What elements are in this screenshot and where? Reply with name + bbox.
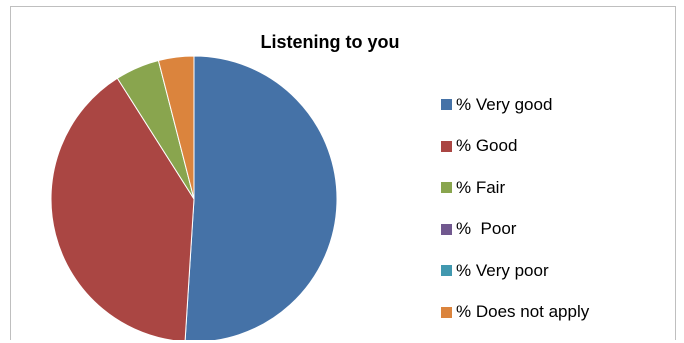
legend-item: % Does not apply (441, 302, 589, 323)
legend-item: % Good (441, 136, 589, 157)
legend-swatch (441, 265, 452, 276)
pie-slice-5 (157, 55, 195, 200)
legend: % Very good % Good % Fair % Poor % Very poor… (441, 94, 589, 343)
chart-title: Listening to you (260, 32, 400, 52)
legend-swatch (441, 99, 452, 110)
pie-slice-0 (184, 55, 338, 340)
legend-swatch (441, 223, 452, 235)
legend-label: % Fair (456, 177, 506, 197)
legend-item: % Poor (441, 219, 589, 240)
legend-item: % Very poor (441, 260, 589, 281)
legend-swatch (441, 306, 452, 318)
legend-swatch (441, 140, 452, 152)
legend-label: % Very good (456, 94, 553, 114)
chart-area (10, 6, 676, 340)
legend-label: % Good (456, 136, 518, 155)
legend-swatch (441, 182, 452, 193)
legend-item: % Very good (441, 94, 589, 115)
legend-label: % Poor (456, 219, 517, 238)
legend-label: % Does not apply (456, 302, 590, 321)
legend-label: % Very poor (456, 260, 549, 280)
pie-slice-1 (50, 77, 195, 340)
legend-item: % Fair (441, 177, 589, 198)
